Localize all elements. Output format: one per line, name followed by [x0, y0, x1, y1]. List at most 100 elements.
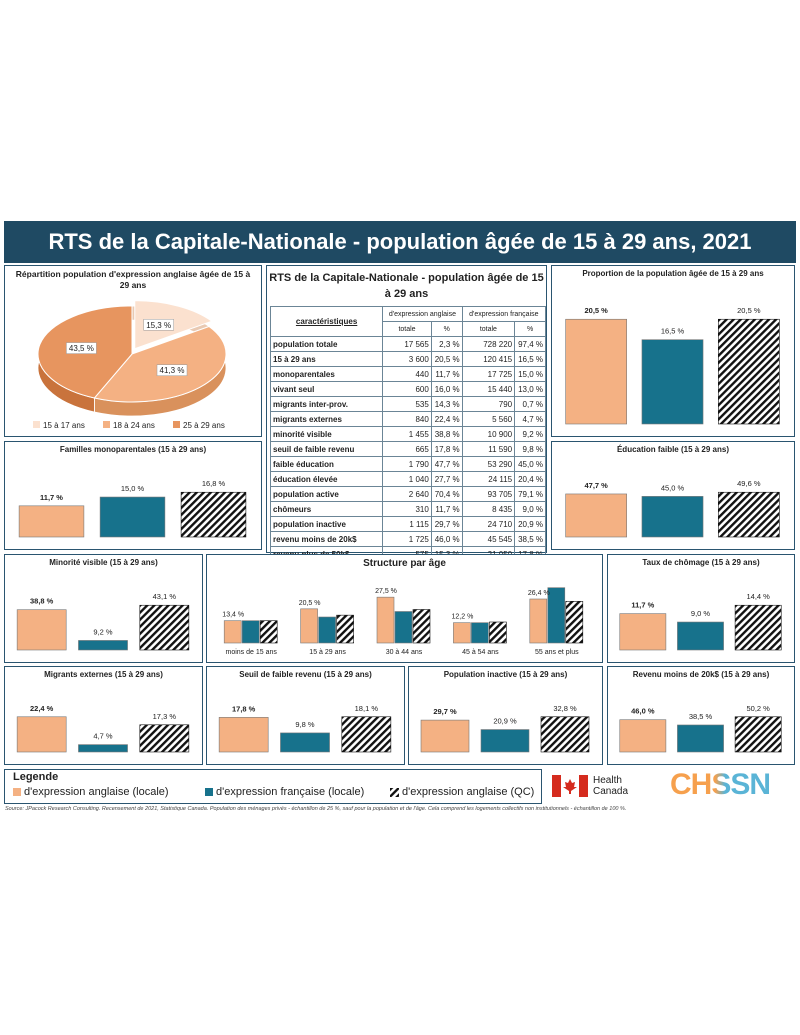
table-row: 15 à 29 ans 3 600 20,5 % 120 415 16,5 %	[269, 351, 546, 367]
table-row: éducation élevée 1 040 27,7 % 24 115 20,4 %	[269, 471, 546, 487]
table-cell-a-total: 665	[382, 441, 432, 457]
bar-value-label: 38,5 %	[689, 712, 713, 721]
bar-value-label: 49,6 %	[737, 479, 761, 488]
pie-legend-swatch	[173, 421, 180, 428]
table-cell-label: monoparentales	[269, 366, 384, 382]
chssn-logo: CHSSN	[670, 768, 795, 802]
table-cell-label: chômeurs	[269, 501, 384, 517]
bar-value-label: 16,8 %	[202, 479, 226, 488]
table-row: seuil de faible revenu 665 17,8 % 11 590 9,8…	[269, 441, 546, 457]
category-label: 55 ans et plus	[535, 649, 579, 656]
bar	[677, 724, 724, 753]
table-cell-a-total: 535	[382, 396, 432, 412]
bar-value-label: 29,7 %	[433, 707, 457, 716]
source-note: Source: JPacock Research Consulting. Rec…	[5, 806, 627, 812]
table-cell-a-pct: 22,4 %	[430, 411, 463, 427]
table-cell-label: minorité visible	[269, 426, 384, 442]
proportion-panel: Proportion de la population âgée de 15 à…	[551, 265, 795, 437]
table-cell-f-total: 17 725	[461, 366, 516, 382]
pie-label-box	[66, 342, 97, 354]
pie-label-box	[156, 364, 188, 376]
table-row: revenu moins de 20k$ 1 725 46,0 % 45 545 38,…	[269, 531, 546, 547]
pie-panel: Répartition population d'expression angl…	[4, 265, 262, 437]
bar	[480, 729, 530, 753]
bar	[565, 318, 627, 425]
table-cell-f-pct: 4,7 %	[514, 411, 546, 427]
bar	[99, 496, 166, 538]
table-cell-a-total: 1 725	[382, 531, 432, 547]
bar	[540, 716, 590, 753]
page-title: RTS de la Capitale-Nationale - populatio…	[4, 221, 796, 263]
pie-slice-label: 15,3 %	[146, 321, 171, 330]
health-text: Health	[593, 775, 622, 786]
table-cell-a-total: 1 790	[382, 456, 432, 472]
education-title: Éducation faible (15 à 29 ans)	[616, 445, 730, 454]
table-cell-f-pct: 20,4 %	[514, 471, 546, 487]
revenu-chart: 46,0 % 38,5 % 50,2 %	[619, 704, 782, 753]
bar-value-label: 18,1 %	[355, 704, 379, 713]
table-cell-label: 15 à 29 ans	[269, 351, 384, 367]
bar	[139, 604, 190, 651]
table-sub-totale: totale	[461, 321, 516, 337]
bar	[218, 717, 269, 753]
table-cell-a-total: 2 640	[382, 486, 432, 502]
legend-swatch	[205, 788, 213, 796]
canada-flag-icon	[552, 775, 588, 797]
pie-legend-label: 15 à 17 ans	[43, 421, 85, 430]
bar	[336, 614, 354, 644]
table-cell-a-pct: 29,7 %	[430, 516, 463, 532]
category-label: 45 à 54 ans	[462, 649, 499, 656]
table-cell-a-total: 840	[382, 411, 432, 427]
pie-legend-swatch	[103, 421, 110, 428]
table-cell-a-pct: 46,0 %	[430, 531, 463, 547]
table-row: migrants externes 840 22,4 % 5 560 4,7 %	[269, 411, 546, 427]
table-sub-totale: totale	[382, 321, 432, 337]
bar-value-label: 46,0 %	[631, 707, 655, 716]
legend-item-anglaise-qc: d'expression anglaise (QC)	[390, 786, 534, 798]
chomage-chart: 11,7 % 9,0 % 14,4 %	[619, 592, 782, 651]
minorite-panel: Minorité visible (15 à 29 ans) 38,8 % 9,2…	[4, 554, 203, 663]
bar-value-label: 32,8 %	[553, 704, 577, 713]
mono-title: Familles monoparentales (15 à 29 ans)	[59, 445, 207, 454]
migrants-chart: 22,4 % 4,7 % 17,3 %	[16, 704, 190, 753]
proportion-chart: 20,5 % 16,5 % 20,5 %	[565, 306, 780, 425]
legend-swatch	[390, 787, 399, 797]
table-cell-a-pct: 38,8 %	[430, 426, 463, 442]
bar	[259, 620, 278, 644]
bar	[412, 609, 431, 644]
migrants-title: Migrants externes (15 à 29 ans)	[44, 670, 163, 679]
bar	[180, 491, 247, 538]
table-row: chômeurs 310 11,7 % 8 435 9,0 %	[269, 501, 546, 517]
table-cell-f-total: 24 710	[461, 516, 516, 532]
bar	[641, 496, 704, 538]
table-cell-f-total: 24 115	[461, 471, 516, 487]
bar	[529, 598, 548, 644]
table-cell-label: population inactive	[269, 516, 384, 532]
inactive-title: Population inactive (15 à 29 ans)	[443, 670, 568, 679]
canada-text: Canada	[593, 786, 629, 797]
pie-slice	[93, 325, 227, 403]
table-cell-a-total: 310	[382, 501, 432, 517]
bar	[677, 621, 724, 651]
table-sub-pct: %	[430, 321, 463, 337]
minorite-chart: 38,8 % 9,2 % 43,1 %	[16, 592, 190, 651]
migrants-panel: Migrants externes (15 à 29 ans) 22,4 % 4,…	[4, 666, 203, 765]
bar	[718, 318, 780, 425]
stats-table: caractéristiques d'expression anglaise d…	[269, 306, 547, 562]
table-cell-a-pct: 20,5 %	[430, 351, 463, 367]
table-cell-label: migrants inter-prov.	[269, 396, 384, 412]
table-cell-a-total: 440	[382, 366, 432, 382]
table-cell-f-total: 11 590	[461, 441, 516, 457]
table-cell-f-pct: 38,5 %	[514, 531, 546, 547]
bar	[641, 339, 704, 425]
bar-value-label: 20,5 %	[299, 600, 321, 607]
legend-label: d'expression anglaise (locale)	[24, 786, 169, 798]
revenu-title: Revenu moins de 20k$ (15 à 29 ans)	[632, 670, 770, 679]
table-cell-a-total: 1 455	[382, 426, 432, 442]
bar-value-label: 14,4 %	[746, 592, 770, 601]
bar-value-label: 38,8 %	[30, 597, 54, 606]
table-cell-label: vivant seul	[269, 381, 384, 397]
bar	[453, 622, 471, 644]
bar-value-label: 47,7 %	[584, 481, 608, 490]
bar	[734, 604, 782, 651]
